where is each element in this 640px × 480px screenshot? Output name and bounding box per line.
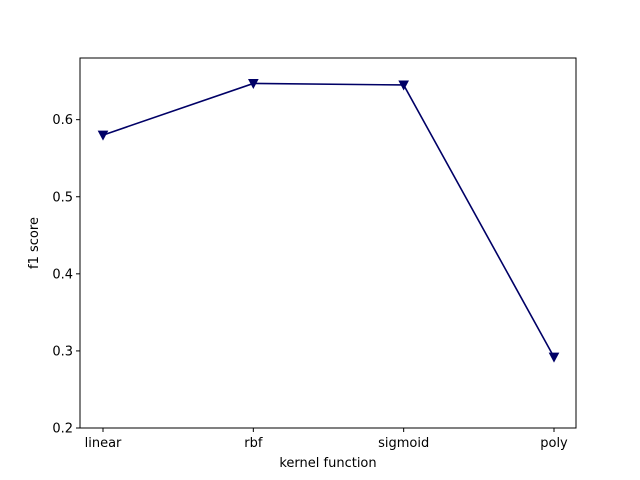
plot-area	[79, 57, 577, 429]
y-axis: 0.2 0.3 0.4 0.5 0.6	[52, 113, 80, 437]
y-tick-label: 0.2	[52, 422, 73, 437]
data-point-marker	[548, 352, 560, 363]
data-point-marker	[97, 130, 109, 141]
x-tick-label: sigmoid	[378, 436, 429, 451]
y-tick-label: 0.6	[52, 113, 73, 128]
x-tick-label: poly	[540, 436, 568, 451]
x-axis-label: kernel function	[279, 456, 376, 471]
y-tick-label: 0.4	[52, 267, 73, 282]
series-group	[97, 78, 560, 363]
x-tick-label: rbf	[244, 436, 263, 451]
y-tick-label: 0.3	[52, 344, 73, 359]
y-tick-label: 0.5	[52, 190, 73, 205]
data-point-marker	[398, 80, 409, 91]
x-axis: linear rbf sigmoid poly	[85, 428, 568, 451]
series-line	[102, 82, 555, 358]
x-tick-label: linear	[85, 436, 122, 451]
y-axis-label: f1 score	[27, 217, 42, 269]
data-point-marker	[248, 78, 259, 90]
